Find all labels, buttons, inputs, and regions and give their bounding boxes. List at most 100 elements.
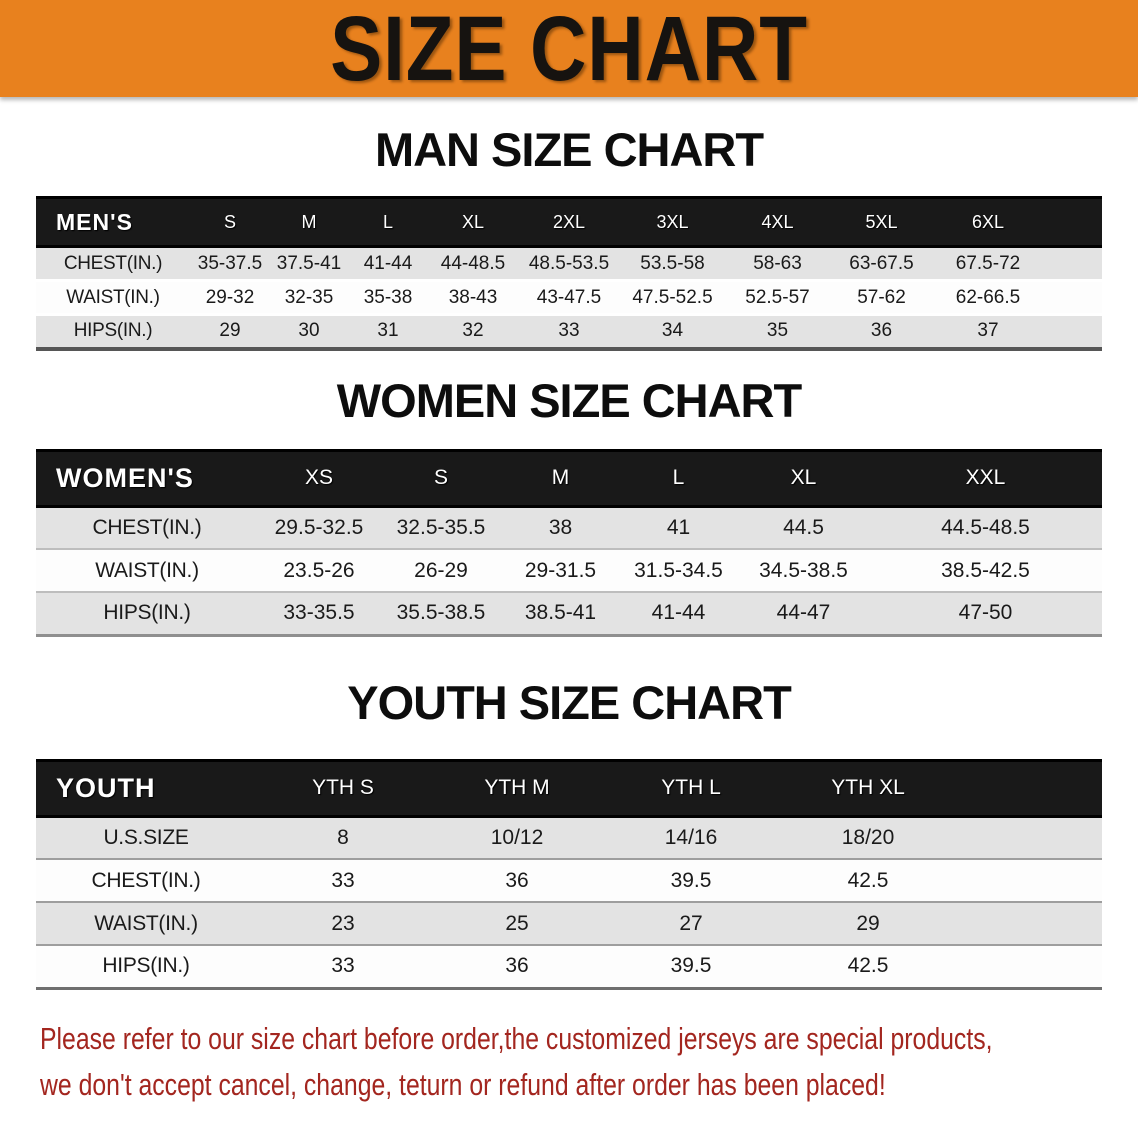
measurement-row: WAIST(IN.) 29-32 32-35 35-38 38-43 43-47.5 47.… — [36, 279, 1102, 315]
banner-title: SIZE CHART — [330, 0, 808, 100]
women-size-table-wrap: WOMEN'S XS S M L XL XXL CHEST(IN.) 29.5-32.5 32.5… — [36, 448, 1102, 637]
size-value: 48.5-53.5 — [518, 245, 620, 281]
section-men: MAN SIZE CHART MEN'S S M L XL 2XL 3XL 4XL 5XL 6XL… — [0, 126, 1138, 351]
table-header-row: YOUTH YTH S YTH M YTH L YTH XL — [36, 758, 1102, 818]
size-value: 29.5-32.5 — [258, 505, 380, 549]
size-value: 38.5-42.5 — [869, 548, 1102, 592]
spacer-cell — [1043, 279, 1102, 315]
size-value: 38-43 — [428, 279, 518, 315]
spacer-cell — [1043, 313, 1102, 349]
measurement-row: CHEST(IN.) 35-37.5 37.5-41 41-44 44-48.5 48.5… — [36, 245, 1102, 281]
size-column-header: YTH XL — [778, 758, 958, 818]
men-size-table-wrap: MEN'S S M L XL 2XL 3XL 4XL 5XL 6XL CHEST(IN.) 35-37… — [36, 196, 1102, 351]
size-value: 37 — [933, 313, 1043, 349]
size-value: 52.5-57 — [725, 279, 830, 315]
size-value: 33-35.5 — [258, 591, 380, 635]
size-value: 36 — [430, 944, 604, 988]
size-column-header: XL — [738, 448, 869, 508]
measurement-row: HIPS(IN.) 33-35.5 35.5-38.5 38.5-41 41-44 44-… — [36, 591, 1102, 635]
order-policy-line-1: Please refer to our size chart before or… — [40, 1020, 993, 1056]
order-policy-note: Please refer to our size chart before or… — [40, 1016, 1138, 1108]
row-label: CHEST(IN.) — [36, 245, 190, 281]
size-value: 39.5 — [604, 944, 778, 988]
size-value: 37.5-41 — [270, 245, 348, 281]
women-size-table: WOMEN'S XS S M L XL XXL CHEST(IN.) 29.5-32.5 32.5… — [36, 448, 1102, 637]
size-value: 27 — [604, 901, 778, 945]
size-column-header: M — [502, 448, 619, 508]
banner: SIZE CHART — [0, 0, 1138, 97]
size-value: 14/16 — [604, 815, 778, 859]
size-value: 35-37.5 — [190, 245, 270, 281]
size-value: 36 — [830, 313, 933, 349]
measurement-row: CHEST(IN.) 29.5-32.5 32.5-35.5 38 41 44.5 44.5… — [36, 505, 1102, 549]
size-value: 31.5-34.5 — [619, 548, 738, 592]
size-value: 30 — [270, 313, 348, 349]
size-value: 41-44 — [619, 591, 738, 635]
table-header-label: YOUTH — [36, 758, 256, 818]
youth-size-table-wrap: YOUTH YTH S YTH M YTH L YTH XL U.S.SIZE 8 10/12… — [36, 758, 1102, 990]
size-value: 41-44 — [348, 245, 428, 281]
size-value: 43-47.5 — [518, 279, 620, 315]
size-value: 33 — [518, 313, 620, 349]
size-value: 34.5-38.5 — [738, 548, 869, 592]
measurement-row: WAIST(IN.) 23 25 27 29 — [36, 901, 1102, 945]
size-value: 67.5-72 — [933, 245, 1043, 281]
size-value: 44.5 — [738, 505, 869, 549]
size-column-header: 4XL — [725, 196, 830, 248]
table-header-label: MEN'S — [36, 196, 190, 248]
size-value: 32.5-35.5 — [380, 505, 502, 549]
size-value: 42.5 — [778, 858, 958, 902]
spacer-cell — [958, 758, 1102, 818]
spacer-cell — [958, 944, 1102, 988]
size-column-header: M — [270, 196, 348, 248]
size-value: 62-66.5 — [933, 279, 1043, 315]
measurement-row: U.S.SIZE 8 10/12 14/16 18/20 — [36, 815, 1102, 859]
size-value: 29-32 — [190, 279, 270, 315]
spacer-cell — [1043, 196, 1102, 248]
row-label: U.S.SIZE — [36, 815, 256, 859]
row-label: CHEST(IN.) — [36, 505, 258, 549]
men-size-table: MEN'S S M L XL 2XL 3XL 4XL 5XL 6XL CHEST(IN.) 35-37… — [36, 196, 1102, 351]
size-value: 42.5 — [778, 944, 958, 988]
spacer-cell — [958, 815, 1102, 859]
size-column-header: XS — [258, 448, 380, 508]
table-header-row: WOMEN'S XS S M L XL XXL — [36, 448, 1102, 508]
size-column-header: S — [190, 196, 270, 248]
size-value: 58-63 — [725, 245, 830, 281]
row-label: HIPS(IN.) — [36, 313, 190, 349]
size-value: 29 — [190, 313, 270, 349]
size-value: 23.5-26 — [258, 548, 380, 592]
spacer-cell — [958, 901, 1102, 945]
size-value: 32 — [428, 313, 518, 349]
size-column-header: 5XL — [830, 196, 933, 248]
size-value: 41 — [619, 505, 738, 549]
size-value: 47-50 — [869, 591, 1102, 635]
size-value: 33 — [256, 944, 430, 988]
men-section-title: MAN SIZE CHART — [374, 123, 764, 176]
size-value: 8 — [256, 815, 430, 859]
size-column-header: S — [380, 448, 502, 508]
table-header-label: WOMEN'S — [36, 448, 258, 508]
size-column-header: YTH S — [256, 758, 430, 818]
size-value: 23 — [256, 901, 430, 945]
measurement-row: HIPS(IN.) 29 30 31 32 33 34 35 36 37 — [36, 313, 1102, 349]
size-value: 39.5 — [604, 858, 778, 902]
size-value: 18/20 — [778, 815, 958, 859]
size-value: 29 — [778, 901, 958, 945]
table-header-row: MEN'S S M L XL 2XL 3XL 4XL 5XL 6XL — [36, 196, 1102, 248]
size-value: 34 — [620, 313, 725, 349]
measurement-row: CHEST(IN.) 33 36 39.5 42.5 — [36, 858, 1102, 902]
size-value: 38 — [502, 505, 619, 549]
row-label: CHEST(IN.) — [36, 858, 256, 902]
row-label: HIPS(IN.) — [36, 591, 258, 635]
size-column-header: 6XL — [933, 196, 1043, 248]
row-label: WAIST(IN.) — [36, 548, 258, 592]
size-value: 32-35 — [270, 279, 348, 315]
size-value: 63-67.5 — [830, 245, 933, 281]
measurement-row: WAIST(IN.) 23.5-26 26-29 29-31.5 31.5-34.5 34… — [36, 548, 1102, 592]
youth-size-table: YOUTH YTH S YTH M YTH L YTH XL U.S.SIZE 8 10/12… — [36, 758, 1102, 990]
size-column-header: YTH M — [430, 758, 604, 818]
size-value: 47.5-52.5 — [620, 279, 725, 315]
size-value: 44-47 — [738, 591, 869, 635]
